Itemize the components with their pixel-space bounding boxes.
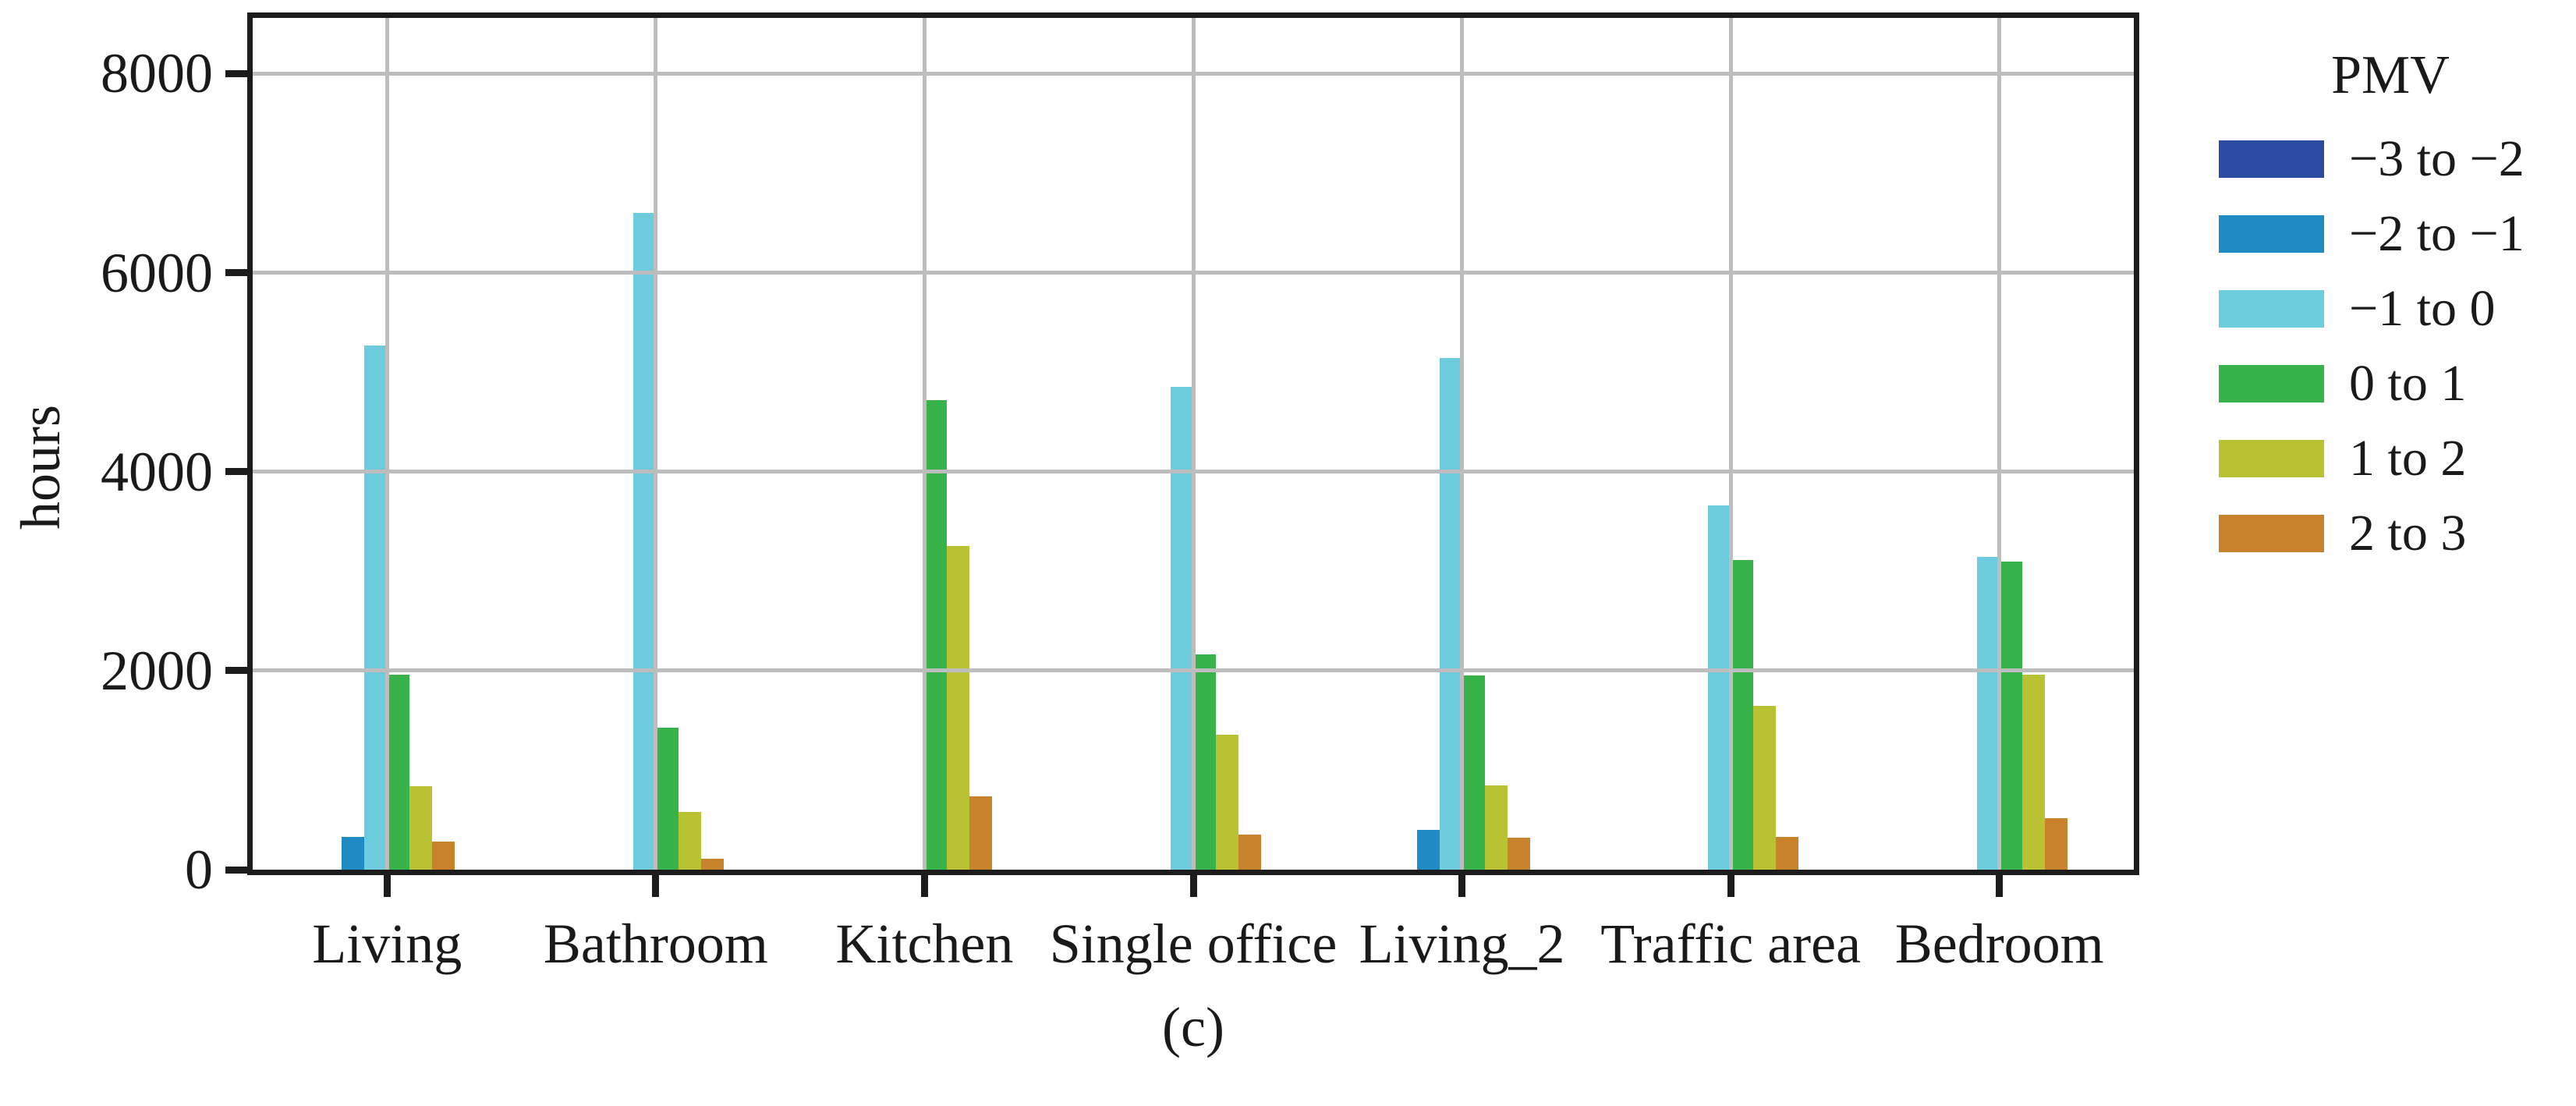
bar-bathroom-pmv-5 — [678, 812, 701, 870]
y-tick-label: 8000 — [101, 42, 213, 105]
legend-entry-label: −1 to 0 — [2349, 280, 2496, 337]
legend-swatch-icon — [2219, 440, 2324, 477]
bar-single-office-pmv-6 — [1238, 835, 1261, 870]
bar-living-pmv-6 — [432, 842, 455, 870]
legend-entry-3: −1 to 0 — [2219, 271, 2576, 346]
x-tick-label-single-office: Single office — [1049, 913, 1338, 975]
legend-swatch-icon — [2219, 215, 2324, 253]
legend-swatch-icon — [2219, 365, 2324, 402]
vertical-gridline — [1191, 18, 1196, 870]
x-tick-mark — [1189, 875, 1197, 897]
y-tick-label: 2000 — [101, 639, 213, 702]
bar-living-pmv-4 — [387, 674, 410, 870]
bar-living-2-pmv-6 — [1507, 838, 1530, 870]
legend-entry-6: 2 to 3 — [2219, 496, 2576, 571]
bar-bedroom-pmv-4 — [1999, 561, 2022, 870]
vertical-gridline — [1728, 18, 1733, 870]
legend-entry-5: 1 to 2 — [2219, 421, 2576, 496]
bar-living-pmv-2 — [342, 836, 365, 870]
legend-entry-2: −2 to −1 — [2219, 197, 2576, 271]
y-tick-mark — [225, 667, 247, 675]
y-tick-mark — [225, 866, 247, 874]
y-tick-mark — [225, 69, 247, 77]
x-tick-label-living: Living — [312, 913, 462, 975]
bar-kitchen-pmv-5 — [947, 546, 970, 870]
bar-bedroom-pmv-6 — [2044, 817, 2068, 870]
legend-rows: −3 to −2 −2 to −1 −1 to 0 0 to 1 1 to 2 2 to … — [2219, 122, 2576, 571]
y-tick-label: 0 — [185, 838, 213, 901]
x-tick-mark — [1458, 875, 1466, 897]
legend-swatch-icon — [2219, 140, 2324, 178]
bar-single-office-pmv-3 — [1171, 387, 1193, 870]
vertical-gridline — [1997, 18, 2002, 870]
x-tick-mark — [920, 875, 928, 897]
bar-single-office-pmv-5 — [1216, 734, 1238, 870]
bar-bathroom-pmv-3 — [632, 213, 656, 870]
y-tick-label: 4000 — [101, 440, 213, 503]
bar-living-2-pmv-3 — [1439, 358, 1462, 870]
vertical-gridline — [1460, 18, 1465, 870]
bar-traffic-area-pmv-5 — [1753, 705, 1777, 870]
bar-living-pmv-5 — [409, 785, 433, 870]
bar-bathroom-pmv-6 — [700, 858, 724, 870]
bar-traffic-area-pmv-3 — [1708, 505, 1731, 870]
x-tick-mark — [1727, 875, 1734, 897]
bar-kitchen-pmv-4 — [924, 399, 948, 870]
bar-living-2-pmv-4 — [1462, 675, 1485, 870]
x-tick-label-kitchen: Kitchen — [835, 913, 1014, 975]
y-tick-mark — [225, 468, 247, 476]
x-tick-mark — [652, 875, 660, 897]
legend-entry-label: 2 to 3 — [2349, 505, 2467, 562]
bar-bedroom-pmv-5 — [2021, 674, 2045, 870]
bar-kitchen-pmv-6 — [969, 796, 993, 870]
legend-entry-label: 1 to 2 — [2349, 430, 2467, 487]
vertical-gridline — [384, 18, 389, 870]
legend-entry-label: 0 to 1 — [2349, 355, 2467, 412]
bar-traffic-area-pmv-6 — [1776, 836, 1799, 870]
bar-living-2-pmv-2 — [1416, 829, 1440, 870]
x-tick-label-bathroom: Bathroom — [543, 913, 768, 975]
vertical-gridline — [922, 18, 927, 870]
bar-single-office-pmv-4 — [1193, 654, 1216, 870]
bar-living-pmv-3 — [364, 345, 388, 870]
bar-bedroom-pmv-3 — [1976, 557, 2000, 870]
bar-bathroom-pmv-4 — [655, 727, 679, 870]
figure-caption: (c) — [1162, 996, 1224, 1058]
legend-swatch-icon — [2219, 290, 2324, 328]
y-tick-label: 6000 — [101, 241, 213, 304]
legend-title: PMV — [2331, 45, 2450, 105]
bar-traffic-area-pmv-4 — [1731, 560, 1754, 870]
x-tick-label-bedroom: Bedroom — [1894, 913, 2104, 975]
x-tick-mark — [383, 875, 391, 897]
legend-swatch-icon — [2219, 515, 2324, 552]
legend-entry-label: −3 to −2 — [2349, 130, 2525, 187]
bar-living-2-pmv-5 — [1484, 785, 1508, 870]
legend-entry-1: −3 to −2 — [2219, 122, 2576, 197]
x-tick-label-living-2: Living_2 — [1359, 913, 1565, 975]
legend: PMV −3 to −2 −2 to −1 −1 to 0 0 to 1 1 to 2 2… — [2219, 41, 2576, 571]
legend-entry-label: −2 to −1 — [2349, 205, 2525, 262]
y-tick-mark — [225, 269, 247, 277]
vertical-gridline — [654, 18, 658, 870]
x-tick-label-traffic-area: Traffic area — [1600, 913, 1862, 975]
x-tick-mark — [1996, 875, 2004, 897]
legend-entry-4: 0 to 1 — [2219, 346, 2576, 421]
